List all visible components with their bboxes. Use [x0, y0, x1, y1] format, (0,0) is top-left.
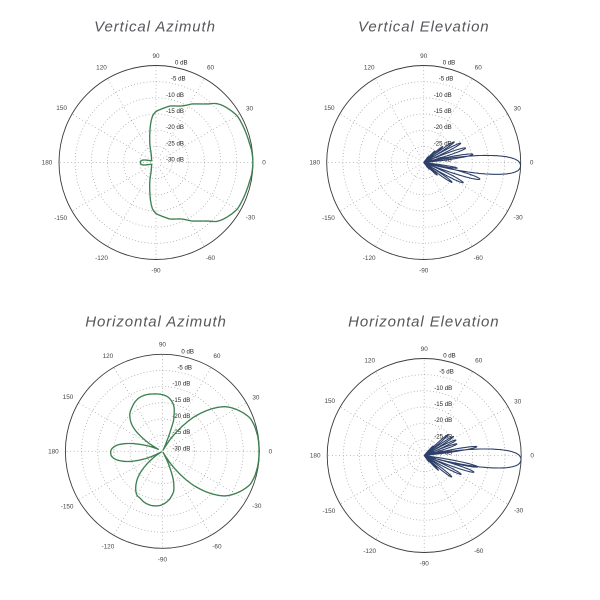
svg-text:-90: -90 — [151, 268, 161, 275]
svg-text:150: 150 — [324, 398, 335, 405]
svg-text:-25 dB: -25 dB — [172, 429, 190, 436]
svg-text:-30: -30 — [513, 214, 523, 221]
svg-text:-25 dB: -25 dB — [434, 140, 452, 147]
svg-text:-150: -150 — [322, 215, 335, 222]
svg-text:120: 120 — [364, 64, 375, 71]
svg-text:-60: -60 — [474, 255, 484, 262]
svg-text:180: 180 — [42, 160, 53, 167]
svg-text:-20 dB: -20 dB — [166, 124, 184, 131]
svg-text:-20 dB: -20 dB — [434, 417, 452, 424]
svg-text:-120: -120 — [363, 255, 376, 262]
svg-text:-90: -90 — [158, 557, 168, 564]
svg-text:-150: -150 — [54, 215, 67, 222]
svg-text:-5 dB: -5 dB — [439, 76, 454, 83]
svg-text:150: 150 — [324, 105, 335, 112]
svg-text:0 dB: 0 dB — [181, 348, 194, 355]
svg-text:-90: -90 — [420, 561, 430, 568]
svg-text:-60: -60 — [212, 544, 222, 551]
svg-text:-90: -90 — [419, 268, 429, 275]
svg-text:0: 0 — [530, 453, 534, 460]
svg-text:60: 60 — [475, 64, 483, 71]
svg-text:180: 180 — [48, 449, 59, 456]
svg-text:-150: -150 — [61, 504, 74, 511]
svg-text:Vertical Azimuth: Vertical Azimuth — [94, 19, 216, 36]
svg-text:-10 dB: -10 dB — [434, 385, 452, 392]
svg-text:150: 150 — [63, 394, 74, 401]
svg-text:-25 dB: -25 dB — [434, 433, 452, 440]
svg-text:60: 60 — [213, 353, 221, 360]
svg-text:150: 150 — [56, 105, 67, 112]
svg-text:Vertical Elevation: Vertical Elevation — [358, 19, 490, 36]
svg-text:90: 90 — [420, 53, 428, 60]
svg-text:-60: -60 — [206, 255, 216, 262]
svg-text:-120: -120 — [363, 548, 376, 555]
svg-text:-15 dB: -15 dB — [166, 108, 184, 115]
svg-text:-10 dB: -10 dB — [166, 92, 184, 99]
svg-text:Horizontal Azimuth: Horizontal Azimuth — [85, 314, 227, 331]
svg-text:90: 90 — [152, 53, 160, 60]
svg-text:30: 30 — [514, 399, 522, 406]
svg-text:-20 dB: -20 dB — [172, 413, 190, 420]
svg-text:0: 0 — [269, 449, 273, 456]
svg-text:-30: -30 — [514, 507, 524, 514]
svg-text:180: 180 — [310, 453, 321, 460]
svg-text:-5 dB: -5 dB — [177, 365, 192, 372]
svg-text:-10 dB: -10 dB — [172, 381, 190, 388]
svg-text:30: 30 — [514, 106, 522, 113]
svg-text:30: 30 — [246, 106, 254, 113]
svg-text:-30 dB: -30 dB — [166, 157, 184, 164]
svg-text:-15 dB: -15 dB — [172, 397, 190, 404]
svg-text:Horizontal Elevation: Horizontal Elevation — [348, 314, 499, 331]
svg-text:0 dB: 0 dB — [443, 60, 456, 67]
svg-text:0: 0 — [262, 160, 266, 167]
svg-text:60: 60 — [207, 64, 215, 71]
svg-text:120: 120 — [103, 353, 114, 360]
svg-text:-10 dB: -10 dB — [434, 92, 452, 99]
svg-text:-5 dB: -5 dB — [171, 76, 186, 83]
svg-text:120: 120 — [364, 357, 375, 364]
svg-text:-150: -150 — [323, 508, 336, 515]
svg-text:-15 dB: -15 dB — [434, 401, 452, 408]
svg-text:-30 dB: -30 dB — [172, 445, 190, 452]
svg-text:-5 dB: -5 dB — [439, 369, 454, 376]
svg-text:-120: -120 — [95, 255, 108, 262]
svg-text:60: 60 — [475, 357, 483, 364]
svg-text:0 dB: 0 dB — [175, 60, 188, 67]
svg-text:-20 dB: -20 dB — [434, 124, 452, 131]
svg-text:0: 0 — [530, 160, 534, 167]
svg-text:-120: -120 — [102, 544, 115, 551]
svg-text:-30: -30 — [252, 503, 262, 510]
svg-text:120: 120 — [96, 64, 107, 71]
svg-text:90: 90 — [421, 346, 429, 353]
svg-text:-60: -60 — [474, 548, 484, 555]
svg-text:0 dB: 0 dB — [443, 353, 456, 360]
svg-text:-25 dB: -25 dB — [166, 140, 184, 147]
svg-text:-15 dB: -15 dB — [434, 108, 452, 115]
svg-text:180: 180 — [309, 160, 320, 167]
svg-text:-30: -30 — [246, 214, 256, 221]
svg-text:30: 30 — [252, 394, 260, 401]
svg-text:90: 90 — [159, 342, 167, 349]
